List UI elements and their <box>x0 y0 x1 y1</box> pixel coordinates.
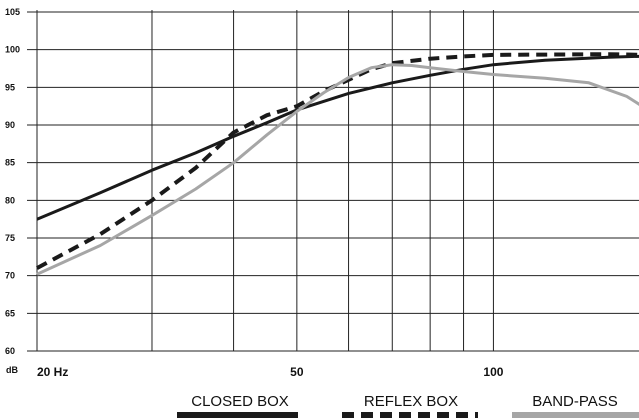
x-axis: 20 Hz50100200 <box>37 365 504 379</box>
y-tick-label: 75 <box>5 233 15 243</box>
x-tick-label: 100 <box>483 365 503 379</box>
y-tick-label: 105 <box>5 7 20 17</box>
y-tick-label: 65 <box>5 308 15 318</box>
y-tick-label: 90 <box>5 120 15 130</box>
y-tick-label: 80 <box>5 195 15 205</box>
legend-label-reflex-box: REFLEX BOX <box>364 393 458 410</box>
series-line-closed-box <box>36 54 639 221</box>
y-axis-label: dB <box>6 365 18 375</box>
y-tick-label: 70 <box>5 271 15 281</box>
series-line-reflex-box <box>36 52 639 270</box>
series-line-band-pass <box>36 63 639 276</box>
x-tick-label: 20 Hz <box>37 365 68 379</box>
y-tick-label: 85 <box>5 158 15 168</box>
y-axis: 60 65 70 75 80 85 90 95 100 105 <box>5 7 20 356</box>
legend-label-closed-box: CLOSED BOX <box>191 393 289 410</box>
legend: CLOSED BOX REFLEX BOX BAND-PASS <box>177 393 639 418</box>
y-tick-label: 60 <box>5 346 15 356</box>
y-tick-label: 100 <box>5 45 20 55</box>
legend-label-band-pass: BAND-PASS <box>532 393 618 410</box>
x-tick-label: 50 <box>290 365 304 379</box>
grid <box>27 10 639 352</box>
y-tick-label: 95 <box>5 82 15 92</box>
plot-area <box>36 52 639 276</box>
